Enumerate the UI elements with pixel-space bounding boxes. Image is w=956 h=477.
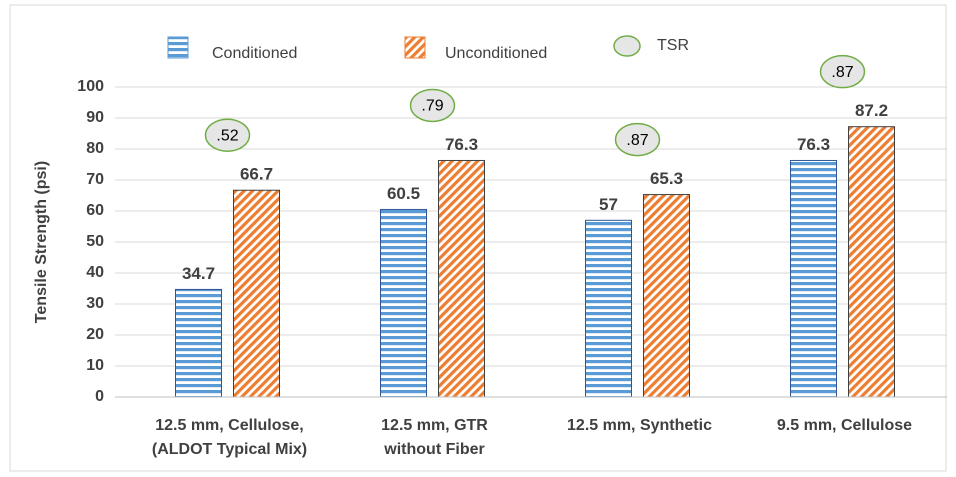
bar	[790, 159, 837, 398]
bar	[848, 126, 895, 398]
legend-swatch	[167, 36, 189, 59]
tsr-marker	[819, 54, 866, 89]
value-label: 57	[599, 195, 618, 214]
x-tick-label: 12.5 mm, Cellulose,	[155, 417, 304, 434]
y-tick-label: 100	[77, 78, 104, 95]
x-tick-label: 12.5 mm, Synthetic	[567, 417, 712, 434]
legend-swatch	[404, 36, 426, 59]
value-label: 34.7	[182, 264, 215, 283]
legend-swatch	[613, 35, 641, 57]
bar	[438, 159, 485, 398]
tsr-marker	[614, 122, 661, 157]
y-tick-label: 10	[86, 357, 104, 374]
bar	[380, 208, 427, 398]
value-label: 66.7	[240, 165, 273, 184]
value-label: 76.3	[797, 135, 830, 154]
x-tick-label: 12.5 mm, GTR	[381, 417, 488, 434]
y-tick-label: 50	[86, 233, 104, 250]
x-tick-label: without Fiber	[383, 441, 484, 458]
tsr-label: .52	[216, 127, 238, 144]
tsr-marker	[409, 88, 456, 123]
y-tick-label: 30	[86, 295, 104, 312]
tsr-label: .87	[626, 132, 648, 149]
y-tick-label: 0	[95, 388, 104, 405]
y-tick-label: 40	[86, 264, 104, 281]
legend-label: Unconditioned	[445, 45, 547, 62]
y-tick-label: 80	[86, 140, 104, 157]
x-tick-label: (ALDOT Typical Mix)	[152, 441, 307, 458]
bar	[233, 189, 280, 398]
bar	[643, 194, 690, 398]
y-tick-label: 60	[86, 202, 104, 219]
value-label: 60.5	[387, 184, 420, 203]
y-axis-title: Tensile Strength (psi)	[33, 161, 50, 323]
legend-label: TSR	[657, 37, 689, 54]
x-tick-label: 9.5 mm, Cellulose	[777, 417, 912, 434]
tsr-marker	[204, 118, 251, 152]
value-label: 65.3	[650, 169, 683, 188]
y-tick-label: 20	[86, 326, 104, 343]
bar	[175, 288, 222, 398]
y-tick-label: 90	[86, 109, 104, 126]
value-label: 76.3	[445, 135, 478, 154]
bar	[585, 219, 632, 398]
tsr-label: .87	[831, 64, 853, 81]
legend-label: Conditioned	[212, 45, 297, 62]
y-tick-label: 70	[86, 171, 104, 188]
value-label: 87.2	[855, 101, 888, 120]
tsr-label: .79	[421, 98, 443, 115]
